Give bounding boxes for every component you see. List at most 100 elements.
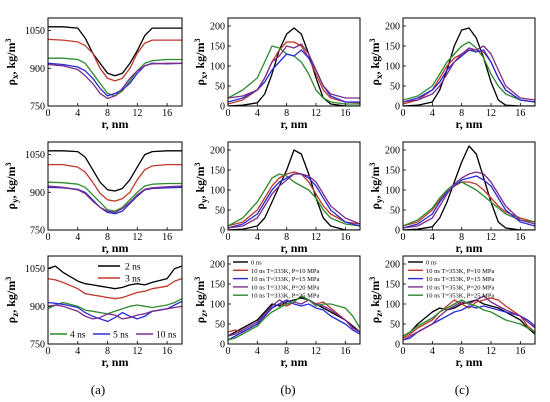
x-tick-label: 12 bbox=[132, 346, 142, 357]
y-axis-label: ρz, kg/m3 bbox=[193, 277, 209, 323]
series-line-2 bbox=[228, 299, 360, 341]
plot-frame bbox=[402, 17, 536, 107]
y-tick-label: 100 bbox=[210, 300, 225, 311]
x-tick-label: 8 bbox=[459, 108, 464, 119]
series-line-4 bbox=[228, 173, 360, 229]
panel-caption: (c) bbox=[455, 382, 469, 397]
x-tick-label: 12 bbox=[486, 346, 496, 357]
x-tick-label: 16 bbox=[515, 346, 525, 357]
series-line-2 bbox=[48, 298, 182, 315]
x-tick-label: 0 bbox=[46, 108, 51, 119]
series-line-2 bbox=[403, 181, 535, 227]
legend-label: 4 ns bbox=[70, 331, 86, 341]
x-tick-label: 8 bbox=[105, 232, 110, 243]
x-tick-label: 12 bbox=[486, 108, 496, 119]
series-line-4 bbox=[48, 304, 182, 320]
x-tick-label: 8 bbox=[284, 108, 289, 119]
chart-panel-c2: 0 4 8 12 16 0 50 100 150 200 r, nm ρy, kg/m3 bbox=[368, 141, 536, 255]
y-tick-label: 0 bbox=[395, 226, 400, 237]
series-line-1 bbox=[48, 38, 182, 82]
x-tick-label: 0 bbox=[401, 232, 406, 243]
series-line-3 bbox=[403, 175, 535, 229]
y-tick-label: 0 bbox=[220, 102, 225, 113]
x-tick-label: 4 bbox=[430, 232, 435, 243]
x-tick-label: 8 bbox=[284, 346, 289, 357]
y-tick-label: 200 bbox=[385, 260, 400, 271]
series-line-0 bbox=[403, 299, 535, 337]
legend-label: 2 ns bbox=[125, 263, 141, 273]
y-tick-label: 50 bbox=[215, 206, 225, 217]
series-line-2 bbox=[228, 173, 360, 227]
y-tick-label: 150 bbox=[385, 166, 400, 177]
chart-panel-a2: 0 4 8 12 16 750 900 1050 r, nm ρy, kg/m3 bbox=[4, 141, 183, 255]
y-tick-label: 50 bbox=[215, 82, 225, 93]
x-axis-label: r, nm bbox=[456, 241, 483, 255]
series-line-4 bbox=[48, 62, 182, 100]
y-tick-label: 0 bbox=[220, 226, 225, 237]
legend: 2 ns 3 ns 4 ns 5 ns 10 ns bbox=[50, 263, 177, 341]
y-tick-label: 900 bbox=[30, 188, 45, 199]
series-line-0 bbox=[48, 265, 182, 290]
series-line-0 bbox=[48, 26, 182, 77]
x-axis-label: r, nm bbox=[456, 355, 483, 369]
chart-panel-b1: 0 4 8 12 16 0 50 100 150 200 r, nm ρx, kg/m3 bbox=[193, 17, 361, 131]
y-axis-label: ρz, kg/m3 bbox=[368, 277, 384, 323]
x-tick-label: 4 bbox=[430, 346, 435, 357]
y-axis-label: ρx, kg/m3 bbox=[193, 39, 209, 86]
series-group bbox=[403, 295, 535, 341]
y-tick-label: 50 bbox=[390, 82, 400, 93]
chart-panel-b2: 0 4 8 12 16 0 50 100 150 200 r, nm ρy, kg/m3 bbox=[193, 141, 361, 255]
series-line-4 bbox=[228, 295, 360, 341]
panel-caption: (a) bbox=[91, 382, 105, 397]
chart-panel-c1: 0 4 8 12 16 0 50 100 150 200 r, nm ρx, kg/m3 bbox=[368, 17, 536, 131]
plot-frame bbox=[47, 141, 183, 231]
series-line-4 bbox=[403, 299, 535, 337]
chart-panel-a1: 0 4 8 12 16 750 900 1050 r, nm ρx, kg/m3 bbox=[4, 17, 183, 131]
x-tick-label: 0 bbox=[226, 346, 231, 357]
plot-frame bbox=[227, 141, 361, 231]
series-line-1 bbox=[48, 277, 182, 300]
x-axis-label: r, nm bbox=[456, 117, 483, 131]
x-tick-label: 8 bbox=[459, 232, 464, 243]
legend-label: 10 ns T=333K, P=15 MPa bbox=[251, 276, 320, 283]
x-tick-label: 0 bbox=[226, 108, 231, 119]
y-tick-label: 200 bbox=[210, 260, 225, 271]
y-tick-label: 50 bbox=[215, 320, 225, 331]
y-tick-label: 750 bbox=[30, 226, 45, 237]
x-tick-label: 16 bbox=[162, 346, 172, 357]
y-tick-label: 200 bbox=[210, 146, 225, 157]
y-tick-label: 100 bbox=[385, 186, 400, 197]
series-group bbox=[228, 149, 360, 230]
plot-frame bbox=[47, 17, 183, 107]
x-tick-label: 4 bbox=[75, 346, 80, 357]
series-group bbox=[403, 27, 535, 106]
x-tick-label: 16 bbox=[162, 108, 172, 119]
y-tick-label: 100 bbox=[385, 300, 400, 311]
legend-label: 10 ns T=353K, P=15 MPa bbox=[426, 276, 495, 283]
legend-label: 10 ns T=353K, P=25 MPa bbox=[426, 293, 495, 300]
y-tick-label: 900 bbox=[30, 302, 45, 313]
series-group bbox=[228, 295, 360, 341]
plot-frame bbox=[227, 17, 361, 107]
y-tick-label: 1050 bbox=[25, 150, 45, 161]
y-tick-label: 100 bbox=[210, 62, 225, 73]
series-group bbox=[48, 265, 182, 323]
y-axis-label: ρy, kg/m3 bbox=[4, 163, 20, 210]
y-tick-label: 1050 bbox=[25, 264, 45, 275]
x-tick-label: 12 bbox=[311, 232, 321, 243]
x-tick-label: 0 bbox=[401, 108, 406, 119]
x-tick-label: 16 bbox=[162, 232, 172, 243]
series-line-0 bbox=[228, 297, 360, 337]
x-tick-label: 12 bbox=[311, 108, 321, 119]
y-tick-label: 150 bbox=[385, 42, 400, 53]
series-line-3 bbox=[228, 49, 360, 103]
series-line-4 bbox=[403, 171, 535, 229]
x-tick-label: 16 bbox=[340, 346, 350, 357]
y-tick-label: 200 bbox=[210, 22, 225, 33]
chart-panel-a3: 0 4 8 12 16 750 900 1050 r, nm ρz, kg/m3 2 ns 3 ns 4… bbox=[4, 255, 183, 369]
series-line-0 bbox=[403, 27, 535, 106]
series-line-1 bbox=[228, 171, 360, 227]
